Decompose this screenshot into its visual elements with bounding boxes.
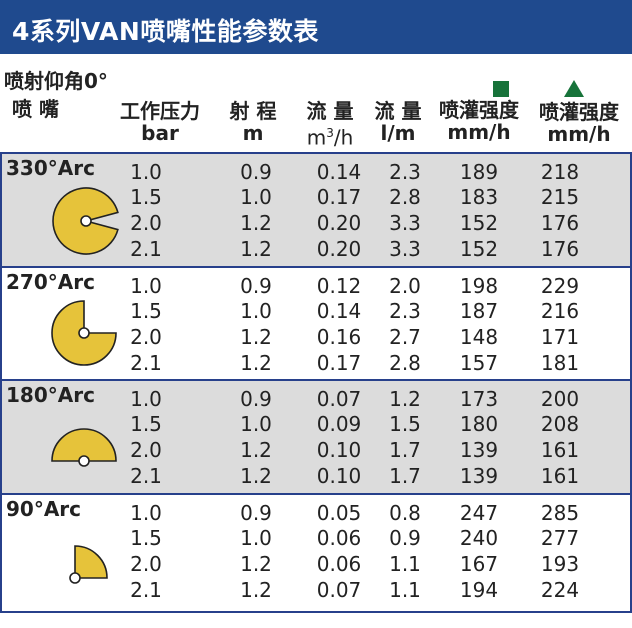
table-border <box>0 152 632 613</box>
title-bar: 4系列VAN喷嘴性能参数表 <box>0 0 632 54</box>
unit-cubed: 3 <box>326 126 334 140</box>
square-spacing-icon <box>493 81 509 97</box>
trajectory-label: 喷射仰角0° <box>4 70 108 92</box>
header-flow-lm-unit: l/m <box>366 122 430 144</box>
header-precip-triangle: 喷灌强度 mm/h <box>529 101 629 145</box>
header-nozzle: 喷 嘴 <box>12 98 59 120</box>
header-pressure: 工作压力 bar <box>110 100 210 144</box>
header-flow-lm-label: 流 量 <box>366 100 430 122</box>
header-precip-square: 喷灌强度 mm/h <box>429 99 529 143</box>
triangle-spacing-icon <box>564 80 584 97</box>
header-radius-unit: m <box>218 122 288 144</box>
header-precip-square-unit: mm/h <box>429 121 529 143</box>
unit-m: m <box>307 126 326 150</box>
header-radius-label: 射 程 <box>218 100 288 122</box>
header-flow-m3h: 流 量 m3/h <box>290 100 370 149</box>
table-title: 4系列VAN喷嘴性能参数表 <box>12 12 319 48</box>
header-flow-lm: 流 量 l/m <box>366 100 430 144</box>
header-flow-m3h-label: 流 量 <box>290 100 370 122</box>
header-precip-square-label: 喷灌强度 <box>429 99 529 121</box>
header-precip-triangle-label: 喷灌强度 <box>529 101 629 123</box>
header-radius: 射 程 m <box>218 100 288 144</box>
header-pressure-label: 工作压力 <box>110 100 210 122</box>
unit-per-hour: /h <box>334 126 353 150</box>
header-flow-m3h-unit: m3/h <box>290 122 370 149</box>
header-precip-triangle-unit: mm/h <box>529 123 629 145</box>
header-pressure-unit: bar <box>110 122 210 144</box>
